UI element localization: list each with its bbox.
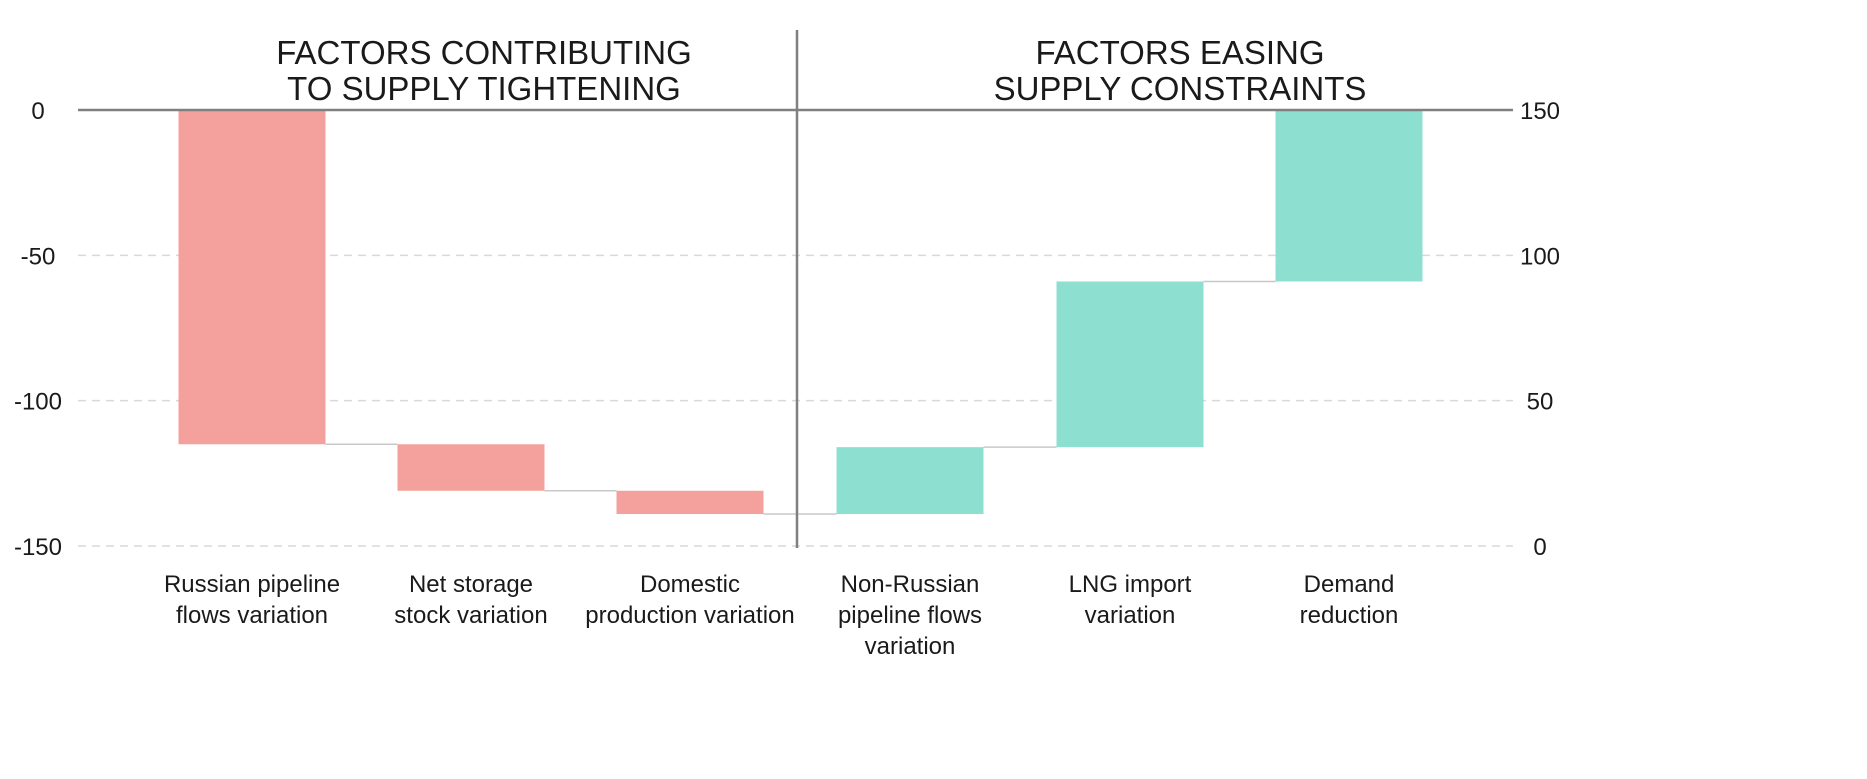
right-section-title-line: FACTORS EASING — [1035, 34, 1324, 71]
bar-easing — [1056, 281, 1204, 448]
category-label: variation — [865, 633, 956, 660]
left-axis-tick-label: -100 — [14, 389, 62, 416]
category-label: pipeline flows — [838, 602, 982, 629]
bar-easing — [1275, 110, 1423, 282]
left-axis-tick-label: 0 — [31, 98, 44, 125]
category-label: Domestic — [640, 571, 740, 598]
axes — [78, 30, 1513, 548]
category-label: Non-Russian — [841, 571, 980, 598]
category-label: reduction — [1300, 602, 1399, 629]
category-label: LNG import — [1069, 571, 1192, 598]
category-label: Russian pipeline — [164, 571, 340, 598]
left-axis-tick-label: -50 — [21, 243, 56, 270]
right-axis-tick-label: 150 — [1520, 98, 1560, 125]
connectors — [325, 280, 1276, 515]
category-label: production variation — [585, 602, 794, 629]
bar-tightening — [178, 110, 326, 445]
category-label: variation — [1085, 602, 1176, 629]
category-label: stock variation — [394, 602, 547, 629]
left-axis-tick-label: -150 — [14, 534, 62, 561]
category-label: Demand — [1304, 571, 1395, 598]
category-label: Net storage — [409, 571, 533, 598]
bar-easing — [836, 447, 984, 515]
left-section-title-line: TO SUPPLY TIGHTENING — [287, 70, 681, 107]
category-label: flows variation — [176, 602, 328, 629]
bar-tightening — [616, 490, 764, 515]
left-section-title-line: FACTORS CONTRIBUTING — [276, 34, 692, 71]
category-labels: Russian pipeline flows variation Net stora… — [164, 571, 1398, 660]
bars — [178, 110, 1423, 515]
right-axis-tick-label: 100 — [1520, 243, 1560, 270]
tick-labels: 0 -50 -100 -150 150 100 50 0 — [14, 98, 1560, 561]
right-axis-tick-label: 0 — [1533, 534, 1546, 561]
bar-tightening — [397, 444, 545, 491]
right-axis-tick-label: 50 — [1527, 389, 1554, 416]
right-section-title-line: SUPPLY CONSTRAINTS — [994, 70, 1367, 107]
